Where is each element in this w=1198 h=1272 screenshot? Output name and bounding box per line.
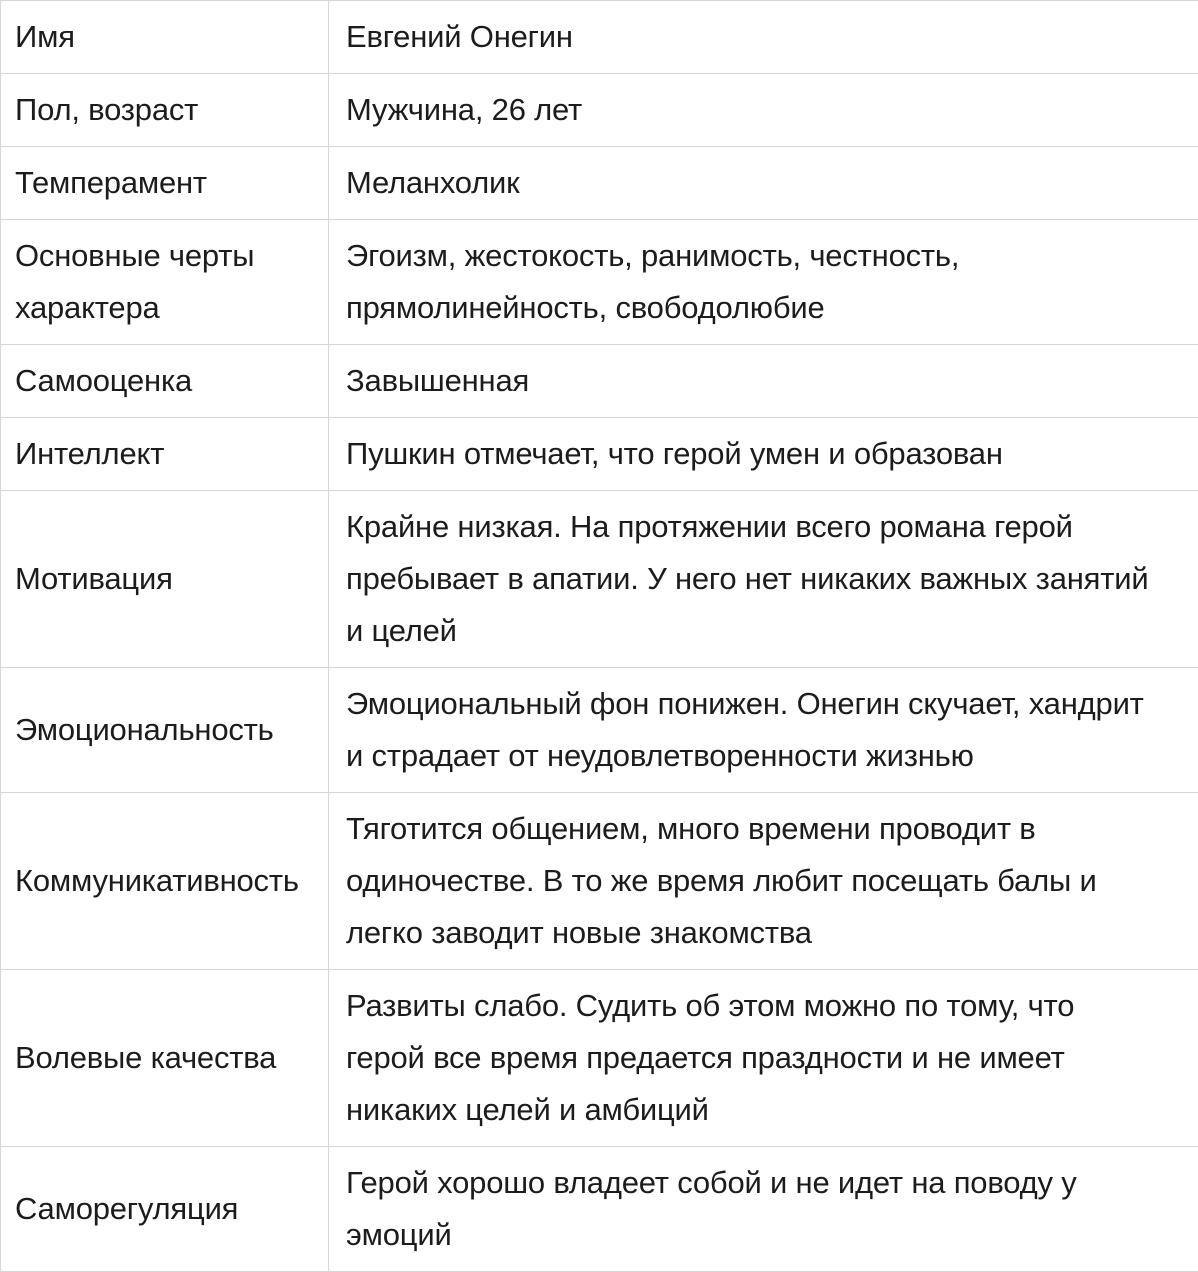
table-row: Основные черты характера Эгоизм, жестоко… [1,220,1198,345]
table-row: Самооценка Завышенная [1,345,1198,418]
row-value: Завышенная [329,345,1198,418]
table-row: Саморегуляция Герой хорошо владеет собой… [1,1147,1198,1272]
row-label: Интеллект [1,418,329,491]
row-label: Имя [1,1,329,74]
table-row: Мотивация Крайне низкая. На протяжении в… [1,491,1198,668]
row-label: Самооценка [1,345,329,418]
row-value: Мужчина, 26 лет [329,74,1198,147]
table-row: Имя Евгений Онегин [1,1,1198,74]
row-label: Мотивация [1,491,329,668]
table-row: Коммуникативность Тяготится общением, мн… [1,793,1198,970]
row-label: Волевые качества [1,970,329,1147]
row-label: Пол, возраст [1,74,329,147]
row-value: Развиты слабо. Судить об этом можно по т… [329,970,1198,1147]
row-label: Основные черты характера [1,220,329,345]
table-row: Эмоциональность Эмоциональный фон пониже… [1,668,1198,793]
row-label: Коммуникативность [1,793,329,970]
row-value: Эгоизм, жестокость, ранимость, честность… [329,220,1198,345]
table-row: Темперамент Меланхолик [1,147,1198,220]
row-value: Меланхолик [329,147,1198,220]
row-label: Темперамент [1,147,329,220]
row-value: Герой хорошо владеет собой и не идет на … [329,1147,1198,1272]
row-label: Эмоциональность [1,668,329,793]
table-row: Пол, возраст Мужчина, 26 лет [1,74,1198,147]
row-value: Евгений Онегин [329,1,1198,74]
table-row: Волевые качества Развиты слабо. Судить о… [1,970,1198,1147]
row-value: Тяготится общением, много времени провод… [329,793,1198,970]
table-row: Интеллект Пушкин отмечает, что герой уме… [1,418,1198,491]
row-value: Крайне низкая. На протяжении всего роман… [329,491,1198,668]
row-value: Эмоциональный фон понижен. Онегин скучае… [329,668,1198,793]
row-value: Пушкин отмечает, что герой умен и образо… [329,418,1198,491]
row-label: Саморегуляция [1,1147,329,1272]
